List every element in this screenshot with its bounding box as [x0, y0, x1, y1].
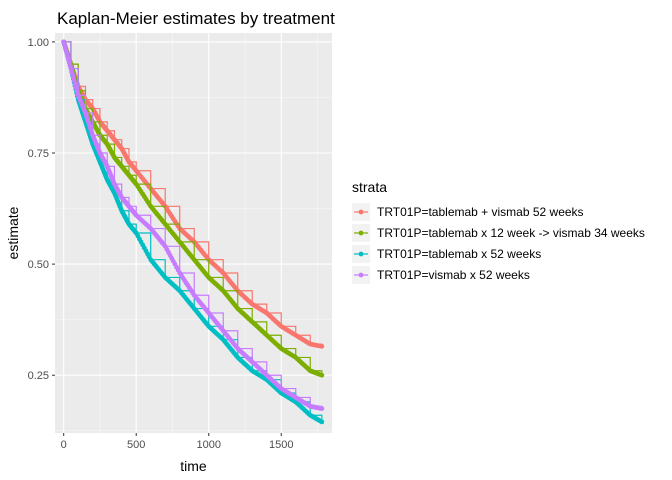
legend-key-point — [358, 251, 364, 257]
legend-label: TRT01P=tablemab x 52 weeks — [377, 247, 541, 261]
y-axis: 0.25 0.50 0.75 1.00 — [28, 37, 55, 382]
data-point — [319, 406, 325, 411]
legend-item: TRT01P=tablemab + vismab 52 weeks — [352, 203, 584, 221]
major-gridlines — [55, 33, 332, 433]
y-tick-label: 0.75 — [28, 148, 49, 160]
data-point — [319, 372, 325, 378]
y-tick-label: 0.25 — [28, 370, 49, 382]
chart-title: Kaplan-Meier estimates by treatment — [57, 9, 335, 28]
legend-items: TRT01P=tablemab + vismab 52 weeks TRT01P=… — [352, 203, 645, 284]
series-4 — [61, 39, 325, 411]
legend-label: TRT01P=tablemab x 12 week -> vismab 34 w… — [377, 226, 645, 240]
x-tick-label: 1500 — [269, 439, 293, 451]
legend-key-point — [358, 230, 364, 236]
legend: strata TRT01P=tablemab + vismab 52 weeks… — [352, 179, 645, 284]
legend-item: TRT01P=tablemab x 12 week -> vismab 34 w… — [352, 224, 645, 242]
y-axis-title: estimate — [5, 206, 21, 259]
x-axis: 0 500 1000 1500 — [61, 433, 293, 451]
legend-title: strata — [352, 179, 387, 195]
legend-key-point — [358, 209, 364, 215]
y-tick-label: 1.00 — [28, 37, 49, 49]
x-tick-label: 1000 — [196, 439, 220, 451]
x-tick-label: 500 — [127, 439, 145, 451]
legend-label: TRT01P=vismab x 52 weeks — [377, 268, 530, 282]
legend-key-point — [358, 272, 364, 278]
y-tick-label: 0.50 — [28, 259, 49, 271]
data-point — [319, 343, 325, 349]
plot-panel — [55, 33, 332, 433]
legend-item: TRT01P=tablemab x 52 weeks — [352, 245, 541, 263]
legend-item: TRT01P=vismab x 52 weeks — [352, 266, 530, 284]
minor-gridlines — [55, 33, 332, 433]
data-point — [319, 419, 325, 425]
series-layer — [61, 39, 325, 425]
legend-label: TRT01P=tablemab + vismab 52 weeks — [377, 205, 584, 219]
x-axis-title: time — [180, 458, 207, 474]
x-tick-label: 0 — [61, 439, 67, 451]
series-line — [63, 41, 323, 409]
